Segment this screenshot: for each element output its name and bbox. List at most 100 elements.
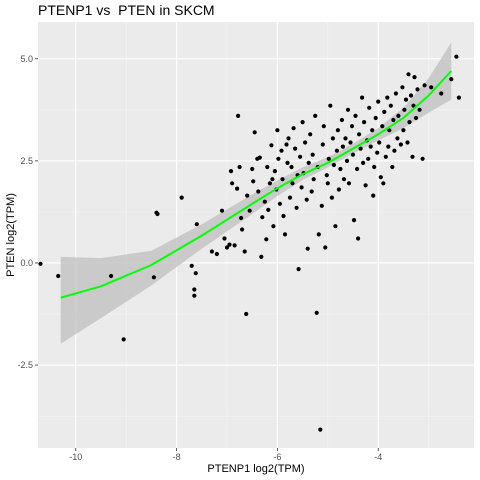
data-point	[250, 166, 255, 172]
data-point	[291, 126, 296, 131]
data-point	[155, 211, 160, 217]
data-point	[323, 245, 328, 250]
data-point	[336, 187, 341, 192]
data-point	[310, 152, 315, 157]
data-point	[38, 261, 43, 266]
data-point	[305, 246, 310, 251]
data-point	[219, 208, 225, 213]
data-point	[348, 140, 353, 145]
data-point	[355, 166, 360, 172]
data-point	[380, 124, 385, 129]
data-point	[335, 128, 340, 133]
data-point	[361, 160, 366, 165]
data-point	[237, 164, 242, 170]
data-point	[410, 154, 415, 159]
data-point	[271, 224, 276, 229]
data-point	[405, 140, 410, 145]
data-point	[392, 148, 397, 153]
data-point	[308, 132, 313, 137]
data-point	[121, 337, 126, 342]
data-point	[282, 232, 288, 237]
data-point	[290, 181, 295, 186]
data-point	[193, 271, 198, 276]
data-point	[232, 243, 237, 248]
data-point	[372, 164, 377, 170]
data-point	[338, 166, 343, 172]
data-point	[381, 181, 386, 186]
data-point	[281, 213, 286, 219]
data-point	[304, 197, 309, 202]
data-point	[330, 136, 335, 141]
data-point	[351, 218, 357, 223]
data-point	[375, 150, 380, 155]
data-point	[422, 83, 427, 88]
x-tick-label: -10	[69, 452, 82, 462]
x-axis-title: PTENP1 log2(TPM)	[207, 463, 304, 475]
data-point	[366, 156, 371, 161]
data-point	[311, 177, 316, 182]
data-point	[325, 181, 330, 186]
data-point	[398, 142, 403, 147]
data-point	[256, 189, 261, 194]
x-tick-label: -8	[173, 452, 181, 462]
data-point	[331, 162, 336, 168]
data-point	[367, 105, 372, 110]
data-point	[277, 201, 282, 206]
y-axis-title: PTEN log2(TPM)	[5, 193, 17, 277]
data-point	[222, 236, 227, 241]
chart-title: PTENP1 vs PTEN in SKCM	[38, 2, 215, 18]
data-point	[328, 103, 333, 108]
data-point	[334, 148, 339, 153]
data-point	[270, 177, 275, 182]
data-point	[247, 208, 252, 213]
data-point	[412, 75, 417, 80]
x-tick-label: -4	[374, 452, 382, 462]
data-point	[439, 91, 444, 96]
data-point	[244, 311, 249, 317]
data-point	[252, 130, 257, 135]
data-point	[456, 95, 461, 100]
data-point	[192, 293, 197, 298]
data-point	[280, 177, 285, 182]
data-point	[449, 77, 454, 82]
data-point	[296, 267, 301, 272]
data-point	[189, 263, 194, 268]
data-point	[224, 245, 230, 250]
data-point	[356, 236, 361, 241]
data-point	[393, 91, 398, 96]
data-point	[383, 154, 388, 159]
data-point	[403, 97, 409, 102]
data-point	[242, 249, 247, 254]
data-point	[420, 156, 425, 161]
data-point	[454, 54, 459, 59]
data-point	[376, 99, 381, 104]
data-point	[349, 124, 355, 129]
data-point	[179, 195, 184, 200]
data-point	[400, 85, 405, 90]
data-point	[269, 143, 274, 148]
data-point	[245, 193, 250, 198]
data-point	[401, 128, 406, 133]
data-point	[214, 251, 219, 257]
data-point	[408, 93, 414, 98]
data-point	[386, 144, 391, 149]
data-point	[377, 140, 382, 145]
data-point	[429, 85, 434, 90]
y-axis-ticks: -2.5 0.0 2.5 5.0	[17, 54, 38, 370]
data-point	[279, 148, 284, 153]
data-point	[240, 227, 245, 232]
data-point	[287, 195, 293, 200]
data-point	[298, 154, 303, 159]
data-point	[309, 189, 314, 194]
data-point	[194, 222, 199, 227]
data-point	[257, 155, 262, 160]
data-point	[286, 136, 291, 141]
data-point	[378, 175, 383, 180]
data-point	[209, 249, 214, 254]
data-point	[319, 203, 324, 208]
fit-line	[60, 70, 453, 299]
x-axis-ticks: -10 -8 -6 -4	[69, 448, 382, 462]
data-point	[239, 215, 244, 221]
confidence-ribbon	[60, 42, 452, 344]
data-point	[388, 103, 393, 108]
